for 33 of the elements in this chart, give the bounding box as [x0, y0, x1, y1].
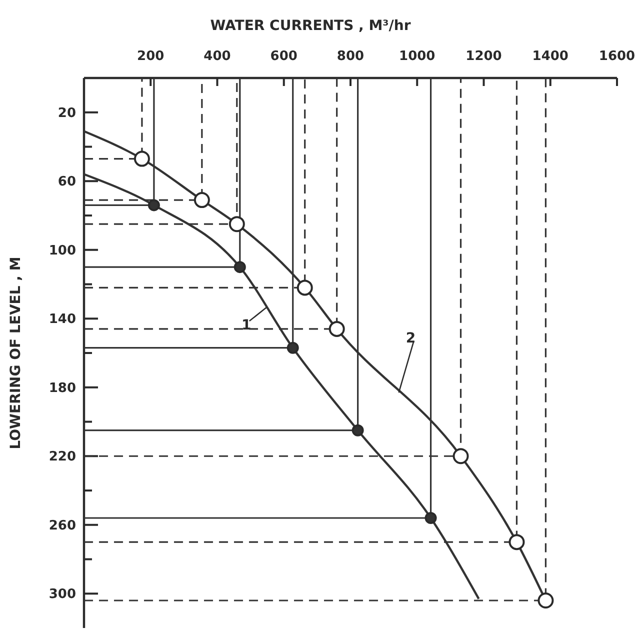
- point: [148, 199, 160, 212]
- point: [352, 424, 364, 436]
- x-axis-title: WATER CURRENTS , M³/hr: [210, 18, 411, 34]
- legend-label: 1: [242, 317, 252, 334]
- point: [194, 192, 210, 208]
- point: [234, 261, 246, 274]
- text: 2: [406, 330, 416, 347]
- point: [134, 150, 150, 167]
- point: [452, 448, 469, 464]
- point: [228, 216, 245, 232]
- y-tick-label: 180: [48, 380, 76, 396]
- x-tick-label: 200: [137, 49, 164, 64]
- point: [508, 534, 525, 550]
- x-tick-label: 1000: [399, 49, 436, 64]
- x-tick-label: 800: [336, 49, 364, 64]
- point: [538, 592, 554, 608]
- x-tick-label: 400: [204, 49, 231, 64]
- y-tick-label: 60: [58, 174, 76, 190]
- y-tick-label: 260: [48, 518, 76, 534]
- x-tick-label: 600: [270, 49, 298, 64]
- x-tick-label: 1400: [532, 49, 568, 64]
- point: [328, 320, 345, 337]
- x-tick-label: 1200: [466, 49, 502, 64]
- y-tick-label: 140: [48, 312, 76, 328]
- y-axis-title: LOWERING OF LEVEL , M: [8, 256, 24, 450]
- x-tick-label: 1600: [598, 49, 636, 64]
- point: [286, 342, 299, 354]
- point: [424, 512, 437, 524]
- y-tick-label: 300: [48, 587, 76, 602]
- y-tick-label: 220: [48, 450, 76, 465]
- y-tick-label: 100: [48, 243, 76, 258]
- point: [296, 280, 313, 296]
- y-tick-label: 20: [58, 106, 76, 121]
